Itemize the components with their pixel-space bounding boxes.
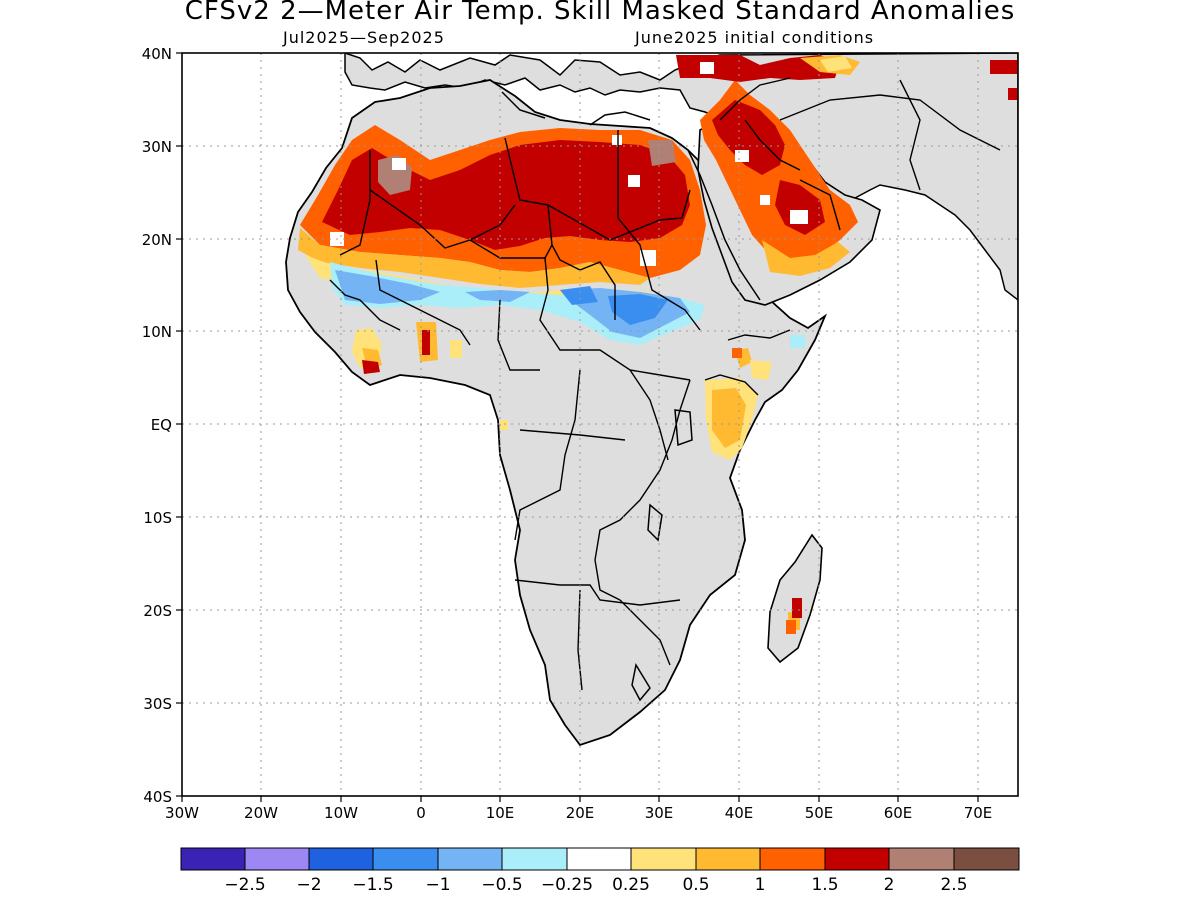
colorbar-swatch-2 bbox=[244, 847, 310, 871]
valid-period-subtitle: Jul2025—Sep2025 bbox=[283, 28, 445, 47]
lon-label-30e: 30E bbox=[645, 804, 674, 822]
colorbar-swatch-13 bbox=[953, 847, 1020, 871]
initial-conditions-subtitle: June2025 initial conditions bbox=[635, 28, 875, 47]
colorbar-label-3: −1.5 bbox=[352, 875, 393, 895]
colorbar-swatch-5 bbox=[437, 847, 503, 871]
latitude-axis bbox=[176, 52, 182, 797]
lon-label-30w: 30W bbox=[165, 804, 199, 822]
colorbar-label-10: 1.5 bbox=[811, 875, 838, 895]
lon-label-10w: 10W bbox=[324, 804, 358, 822]
colorbar-label-1: −2.5 bbox=[224, 875, 265, 895]
lat-label-40s: 40S bbox=[143, 788, 172, 806]
colorbar-swatch-3 bbox=[308, 847, 374, 871]
lon-label-20e: 20E bbox=[566, 804, 595, 822]
longitude-axis bbox=[181, 796, 979, 802]
colorbar-label-11: 2 bbox=[884, 875, 895, 895]
colorbar-swatch-11 bbox=[824, 847, 890, 871]
colorbar-label-7: 0.25 bbox=[612, 875, 650, 895]
negative-anomaly-shading bbox=[330, 262, 705, 345]
colorbar-label-8: 0.5 bbox=[682, 875, 709, 895]
colorbar-label-6: −0.25 bbox=[541, 875, 593, 895]
lon-label-0: 0 bbox=[416, 804, 426, 822]
lon-label-60e: 60E bbox=[884, 804, 913, 822]
lon-label-70e: 70E bbox=[964, 804, 993, 822]
lon-label-20w: 20W bbox=[244, 804, 278, 822]
colorbar-swatch-8 bbox=[630, 847, 697, 871]
graticule bbox=[182, 53, 1018, 796]
lat-label-30n: 30N bbox=[142, 138, 172, 156]
colorbar-label-2: −2 bbox=[296, 875, 321, 895]
lat-label-eq: EQ bbox=[151, 416, 172, 434]
lat-label-20n: 20N bbox=[142, 231, 172, 249]
colorbar-swatch-9 bbox=[695, 847, 761, 871]
colorbar-label-4: −1 bbox=[425, 875, 450, 895]
colorbar: −2.5 −2 −1.5 −1 −0.5 −0.25 0.25 0.5 1 1.… bbox=[180, 847, 1020, 895]
colorbar-label-12: 2.5 bbox=[940, 875, 967, 895]
lat-label-10n: 10N bbox=[142, 323, 172, 341]
lon-label-50e: 50E bbox=[805, 804, 834, 822]
lon-label-10e: 10E bbox=[486, 804, 515, 822]
lat-label-10s: 10S bbox=[143, 509, 172, 527]
colorbar-swatch-7 bbox=[566, 847, 632, 871]
colorbar-swatch-10 bbox=[759, 847, 826, 871]
colorbar-label-9: 1 bbox=[755, 875, 766, 895]
lat-label-40n: 40N bbox=[142, 45, 172, 63]
coastline-details bbox=[501, 91, 761, 702]
lat-label-30s: 30S bbox=[143, 695, 172, 713]
positive-anomaly-shading bbox=[298, 125, 706, 302]
middle-east-anomaly-shading bbox=[676, 55, 1018, 276]
minor-anomaly-patches bbox=[352, 322, 805, 634]
map-content bbox=[182, 53, 1018, 796]
lat-label-20s: 20S bbox=[143, 602, 172, 620]
colorbar-label-5: −0.5 bbox=[481, 875, 522, 895]
lon-label-40e: 40E bbox=[725, 804, 754, 822]
map-title: CFSv2 2—Meter Air Temp. Skill Masked Sta… bbox=[184, 0, 1016, 26]
colorbar-swatch-4 bbox=[372, 847, 439, 871]
colorbar-swatch-12 bbox=[888, 847, 955, 871]
colorbar-swatch-6 bbox=[501, 847, 568, 871]
colorbar-swatch-1 bbox=[180, 847, 246, 871]
